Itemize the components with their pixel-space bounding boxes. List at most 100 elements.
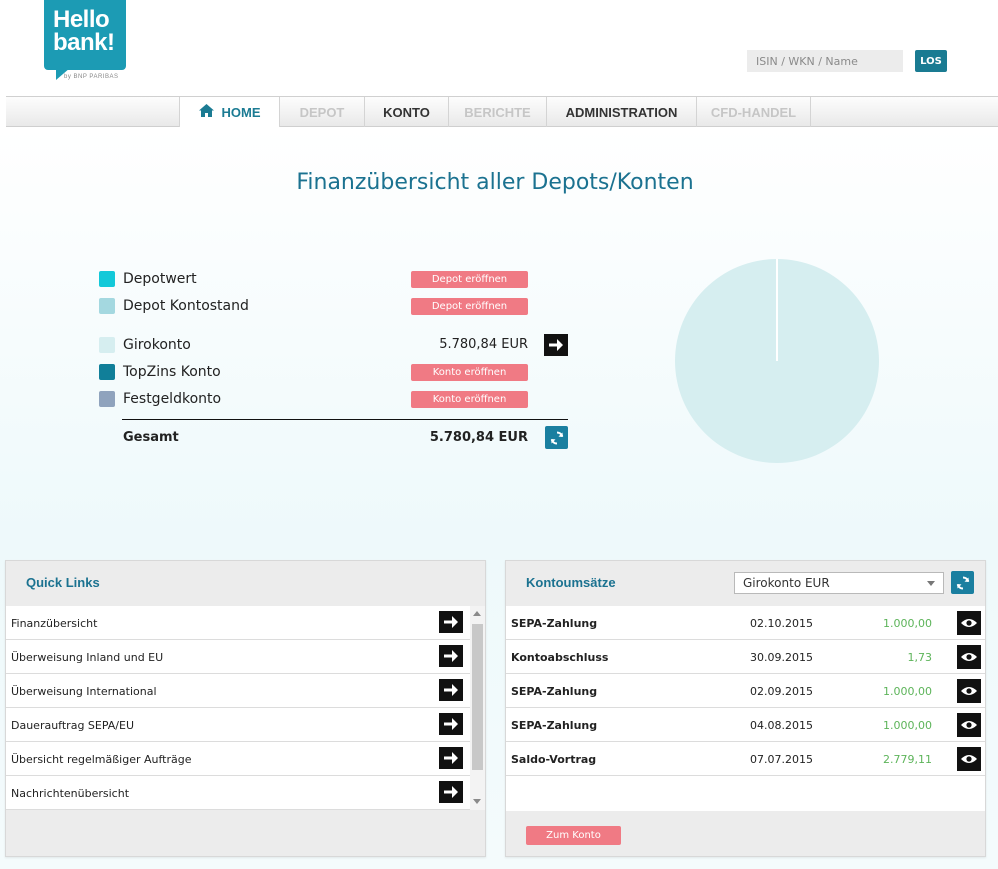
quick-link-label: Finanzübersicht bbox=[11, 617, 98, 630]
quick-link-item[interactable]: Überweisung International bbox=[6, 674, 470, 708]
overview-label: TopZins Konto bbox=[123, 364, 221, 380]
transaction-amount: 1.000,00 bbox=[883, 617, 932, 630]
view-transaction-button[interactable] bbox=[957, 611, 981, 635]
overview-row-total: Gesamt 5.780,84 EUR bbox=[99, 428, 569, 448]
transaction-amount: 1.000,00 bbox=[883, 685, 932, 698]
view-transaction-button[interactable] bbox=[957, 645, 981, 669]
account-select-value: Girokonto EUR bbox=[743, 576, 830, 590]
transaction-row: Kontoabschluss 30.09.2015 1,73 bbox=[506, 640, 985, 674]
eye-icon bbox=[961, 619, 977, 627]
legend-swatch-topzins bbox=[99, 364, 115, 380]
transaction-type: Kontoabschluss bbox=[511, 651, 609, 664]
overview-refresh-button[interactable] bbox=[545, 426, 568, 449]
transaction-row: SEPA-Zahlung 02.09.2015 1.000,00 bbox=[506, 674, 985, 708]
refresh-icon bbox=[550, 430, 563, 445]
overview-label: Depotwert bbox=[123, 271, 197, 287]
logo-speech-tail bbox=[56, 68, 70, 80]
arrow-right-icon bbox=[444, 786, 458, 798]
page-title: Finanzübersicht aller Depots/Konten bbox=[296, 170, 694, 195]
quick-links-title: Quick Links bbox=[26, 575, 100, 590]
quick-links-header: Quick Links bbox=[6, 561, 485, 606]
scroll-thumb[interactable] bbox=[472, 624, 483, 770]
overview-row-depot-kontostand: Depot Kontostand Depot eröffnen bbox=[99, 296, 569, 316]
scroll-up-icon[interactable] bbox=[473, 611, 481, 616]
transaction-type: SEPA-Zahlung bbox=[511, 685, 598, 698]
overview-pie-chart bbox=[675, 259, 879, 463]
hello-bank-logo[interactable]: Hello bank! bbox=[44, 0, 126, 70]
arrow-right-icon bbox=[444, 752, 458, 764]
search-input[interactable] bbox=[747, 50, 903, 72]
transactions-panel: Kontoumsätze Girokonto EUR SEPA-Zahlung … bbox=[505, 560, 986, 857]
quick-link-item[interactable]: Überweisung Inland und EU bbox=[6, 640, 470, 674]
transaction-type: SEPA-Zahlung bbox=[511, 719, 598, 732]
open-konto-button[interactable]: Konto eröffnen bbox=[411, 391, 528, 408]
quick-link-arrow-button[interactable] bbox=[439, 645, 463, 667]
quick-link-arrow-button[interactable] bbox=[439, 713, 463, 735]
arrow-right-icon bbox=[444, 650, 458, 662]
zum-konto-button[interactable]: Zum Konto bbox=[526, 826, 621, 845]
quick-link-arrow-button[interactable] bbox=[439, 679, 463, 701]
arrow-right-icon bbox=[549, 339, 563, 351]
quick-link-arrow-button[interactable] bbox=[439, 747, 463, 769]
quick-link-item[interactable]: Übersicht regelmäßiger Aufträge bbox=[6, 742, 470, 776]
transaction-type: SEPA-Zahlung bbox=[511, 617, 598, 630]
transaction-row: Saldo-Vortrag 07.07.2015 2.779,11 bbox=[506, 742, 985, 776]
chevron-down-icon bbox=[927, 581, 935, 586]
quick-links-list: Finanzübersicht Überweisung Inland und E… bbox=[6, 606, 485, 810]
arrow-right-icon bbox=[444, 718, 458, 730]
quick-link-label: Überweisung Inland und EU bbox=[11, 651, 164, 664]
transactions-list: SEPA-Zahlung 02.10.2015 1.000,00 Kontoab… bbox=[506, 606, 985, 811]
quick-link-item[interactable]: Nachrichtenübersicht bbox=[6, 776, 470, 810]
nav-home[interactable]: HOME bbox=[179, 97, 279, 127]
eye-icon bbox=[961, 755, 977, 763]
search-button[interactable]: LOS bbox=[915, 50, 947, 72]
nav-berichte[interactable]: BERICHTE bbox=[448, 97, 546, 127]
girokonto-arrow-button[interactable] bbox=[544, 334, 568, 356]
quick-link-label: Überweisung International bbox=[11, 685, 157, 698]
quick-links-scrollbar[interactable] bbox=[470, 606, 485, 810]
refresh-icon bbox=[956, 575, 969, 590]
overview-row-topzins: TopZins Konto Konto eröffnen bbox=[99, 362, 569, 382]
transaction-row: SEPA-Zahlung 04.08.2015 1.000,00 bbox=[506, 708, 985, 742]
quick-link-arrow-button[interactable] bbox=[439, 781, 463, 803]
overview-row-girokonto: Girokonto 5.780,84 EUR bbox=[99, 334, 569, 356]
transaction-date: 02.09.2015 bbox=[750, 685, 813, 698]
open-konto-button[interactable]: Konto eröffnen bbox=[411, 364, 528, 381]
legend-swatch-depot-kontostand bbox=[99, 298, 115, 314]
transaction-date: 30.09.2015 bbox=[750, 651, 813, 664]
nav-cfd-handel[interactable]: CFD-HANDEL bbox=[696, 97, 811, 127]
open-depot-button[interactable]: Depot eröffnen bbox=[411, 271, 528, 288]
total-divider bbox=[122, 419, 568, 420]
overview-row-depotwert: Depotwert Depot eröffnen bbox=[99, 269, 569, 289]
open-depot-button[interactable]: Depot eröffnen bbox=[411, 298, 528, 315]
account-select[interactable]: Girokonto EUR bbox=[734, 572, 944, 594]
nav-depot[interactable]: DEPOT bbox=[279, 97, 364, 127]
overview-label: Girokonto bbox=[123, 337, 191, 353]
nav-konto[interactable]: KONTO bbox=[364, 97, 448, 127]
logo-line-2: bank! bbox=[53, 29, 115, 56]
transactions-refresh-button[interactable] bbox=[951, 571, 974, 594]
legend-swatch-depotwert bbox=[99, 271, 115, 287]
quick-link-item[interactable]: Dauerauftrag SEPA/EU bbox=[6, 708, 470, 742]
nav-home-label: HOME bbox=[221, 104, 261, 120]
legend-swatch-girokonto bbox=[99, 337, 115, 353]
overview-row-festgeld: Festgeldkonto Konto eröffnen bbox=[99, 389, 569, 409]
home-icon bbox=[198, 104, 214, 120]
transactions-header: Kontoumsätze Girokonto EUR bbox=[506, 561, 985, 606]
nav-administration[interactable]: ADMINISTRATION bbox=[546, 97, 696, 127]
view-transaction-button[interactable] bbox=[957, 747, 981, 771]
quick-link-item[interactable]: Finanzübersicht bbox=[6, 606, 470, 640]
main-nav: HOME DEPOT KONTO BERICHTE ADMINISTRATION… bbox=[6, 96, 998, 127]
quick-link-label: Dauerauftrag SEPA/EU bbox=[11, 719, 135, 732]
view-transaction-button[interactable] bbox=[957, 713, 981, 737]
scroll-down-icon[interactable] bbox=[473, 799, 481, 804]
overview-label: Depot Kontostand bbox=[123, 298, 249, 314]
view-transaction-button[interactable] bbox=[957, 679, 981, 703]
total-amount: 5.780,84 EUR bbox=[429, 430, 528, 445]
transaction-amount: 1,73 bbox=[907, 651, 933, 664]
arrow-right-icon bbox=[444, 684, 458, 696]
transaction-amount: 1.000,00 bbox=[883, 719, 932, 732]
quick-link-arrow-button[interactable] bbox=[439, 611, 463, 633]
transaction-date: 04.08.2015 bbox=[750, 719, 813, 732]
logo-line-1: Hello bbox=[53, 6, 110, 33]
